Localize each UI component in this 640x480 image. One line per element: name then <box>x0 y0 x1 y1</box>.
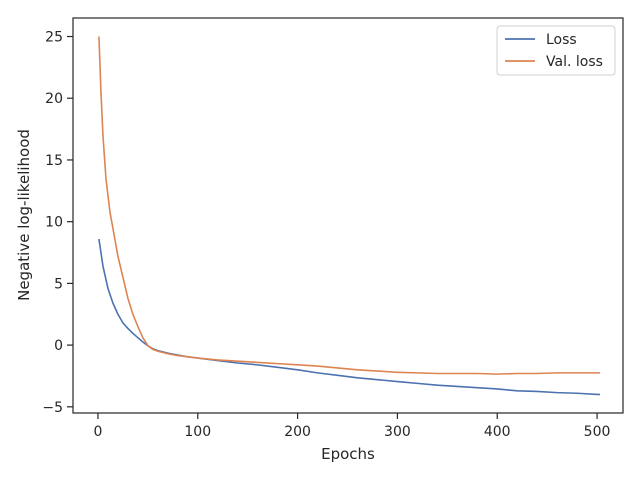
x-tick-label: 500 <box>584 424 611 440</box>
legend: Loss Val. loss <box>496 25 616 76</box>
y-tick-label: −5 <box>42 400 63 416</box>
y-tick-label: 15 <box>45 153 63 169</box>
x-tick-label: 100 <box>184 424 211 440</box>
y-axis-ticks: −5 0 5 10 15 20 25 <box>42 30 73 416</box>
y-tick-label: 5 <box>54 276 63 292</box>
x-axis-ticks: 0 100 200 300 400 500 <box>93 413 610 440</box>
y-tick-label: 10 <box>45 215 63 231</box>
legend-label-loss: Loss <box>546 32 577 48</box>
y-axis-label: Negative log-likelihood <box>15 129 33 301</box>
x-axis-label: Epochs <box>321 445 375 463</box>
x-tick-label: 400 <box>484 424 511 440</box>
y-tick-label: 25 <box>45 30 63 46</box>
series-line-loss <box>98 238 601 396</box>
y-tick-label: 0 <box>54 338 63 354</box>
y-tick-label: 20 <box>45 91 63 107</box>
x-tick-label: 300 <box>384 424 411 440</box>
legend-label-val-loss: Val. loss <box>546 54 603 70</box>
plot-area <box>72 17 624 414</box>
series-layer <box>98 36 601 396</box>
x-tick-label: 0 <box>93 424 102 440</box>
x-tick-label: 200 <box>284 424 311 440</box>
series-line-val-loss <box>98 36 601 375</box>
